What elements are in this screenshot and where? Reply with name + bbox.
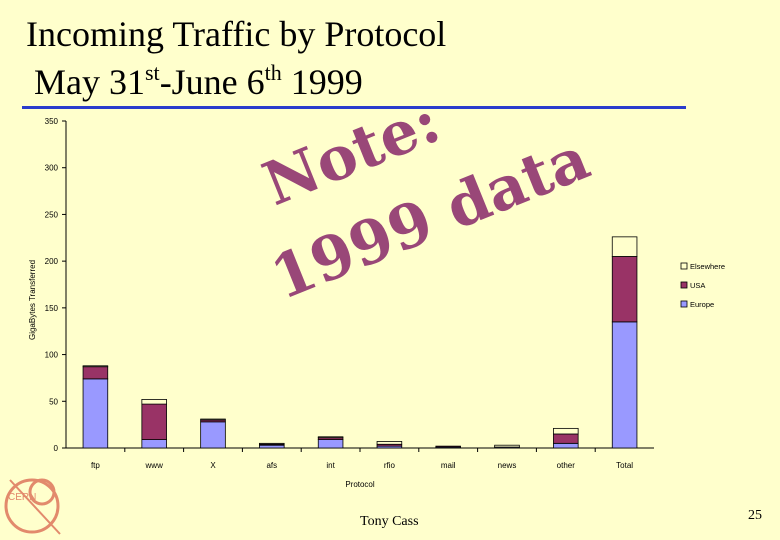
x-tick-label: news xyxy=(498,461,517,470)
x-tick-label: mail xyxy=(441,461,456,470)
y-tick-label: 300 xyxy=(45,164,59,173)
legend-swatch-usa xyxy=(680,281,688,289)
title-sup-th: th xyxy=(264,60,282,85)
bar-ftp-usa xyxy=(82,366,109,380)
x-tick-label: afs xyxy=(266,461,277,470)
y-tick-label: 100 xyxy=(45,351,59,360)
page-number: 25 xyxy=(748,508,762,523)
title-date-start: May 31 xyxy=(34,62,145,102)
x-tick-label: rfio xyxy=(384,461,396,470)
bar-total-europe xyxy=(611,321,638,449)
y-axis-label: GigaBytes Transferred xyxy=(28,260,37,340)
bar-mail-usa xyxy=(435,445,461,448)
bar-other-usa xyxy=(553,433,579,444)
legend-swatch-elsewhere xyxy=(680,262,688,270)
title-year: 1999 xyxy=(281,62,363,102)
title-sup-st: st xyxy=(145,60,160,85)
x-tick-label: X xyxy=(210,461,216,470)
bar-other-elsewhere xyxy=(553,427,579,435)
bar-total-elsewhere xyxy=(611,236,638,257)
bar-www-usa xyxy=(141,403,167,440)
chart-legend: Elsewhere USA Europe xyxy=(680,262,725,309)
x-tick-label: Total xyxy=(616,461,633,470)
slide-title-line1: Incoming Traffic by Protocol xyxy=(26,14,447,54)
author-name: Tony Cass xyxy=(360,514,419,529)
legend-label-usa: USA xyxy=(690,281,705,290)
y-tick-label: 50 xyxy=(49,397,58,406)
y-tick-label: 350 xyxy=(45,117,59,126)
y-tick-label: 150 xyxy=(45,304,59,313)
legend-swatch-europe xyxy=(680,300,688,308)
y-tick-label: 250 xyxy=(45,210,59,219)
bar-news-elsewhere xyxy=(494,444,520,448)
x-tick-label: www xyxy=(145,461,164,470)
slide-title-line2: May 31st-June 6th 1999 xyxy=(34,62,363,102)
bar-total-usa xyxy=(611,256,638,323)
x-axis-label: Protocol xyxy=(345,480,375,489)
logo-text: CERN xyxy=(8,492,36,503)
title-date-end: -June 6 xyxy=(159,62,265,102)
x-tick-label: int xyxy=(326,461,335,470)
legend-label-elsewhere: Elsewhere xyxy=(690,262,725,271)
bar-afs-elsewhere xyxy=(259,442,285,445)
bar-int-elsewhere xyxy=(317,436,344,439)
bar-rfio-elsewhere xyxy=(376,441,403,445)
x-tick-label: other xyxy=(557,461,576,470)
y-tick-label: 200 xyxy=(45,257,59,266)
bar-www-elsewhere xyxy=(141,399,167,405)
x-tick-label: ftp xyxy=(91,461,100,470)
bar-www-europe xyxy=(141,439,167,449)
title-underline xyxy=(22,106,686,109)
bar-ftp-elsewhere xyxy=(82,365,109,368)
bar-int-europe xyxy=(317,439,344,449)
bar-x-europe xyxy=(200,421,226,449)
cern-logo-icon: CERN xyxy=(4,478,61,535)
bar-afs-europe xyxy=(259,444,285,449)
bar-x-elsewhere xyxy=(200,418,226,421)
chart-bars xyxy=(82,236,638,449)
legend-label-europe: Europe xyxy=(690,300,714,309)
y-tick-label: 0 xyxy=(54,444,59,453)
bar-ftp-europe xyxy=(82,378,109,449)
bar-other-europe xyxy=(553,442,579,449)
